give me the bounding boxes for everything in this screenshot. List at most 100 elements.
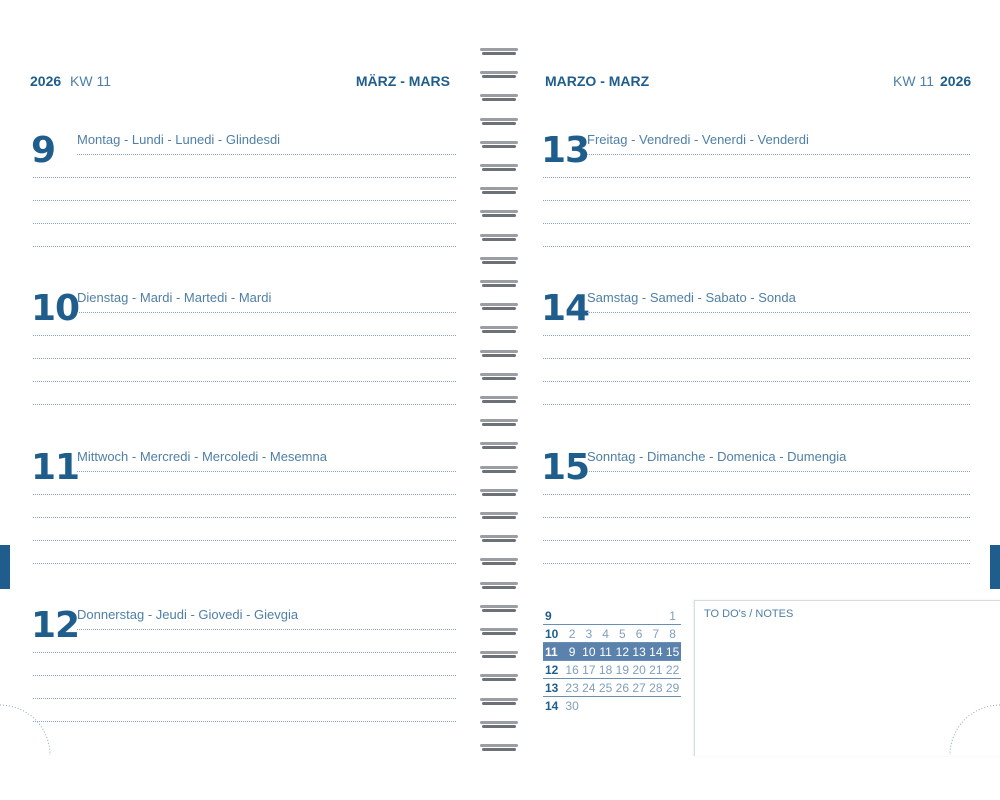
writing-line[interactable] <box>543 177 970 178</box>
week-number: 9 <box>545 608 552 623</box>
calendar-day[interactable]: 29 <box>665 680 680 695</box>
calendar-day[interactable]: 2 <box>568 626 576 641</box>
writing-line[interactable] <box>33 652 456 653</box>
calendar-day[interactable]: 12 <box>615 644 630 659</box>
spiral-coil <box>480 535 520 543</box>
writing-line[interactable] <box>587 312 970 313</box>
spiral-coil <box>480 372 520 381</box>
day-number: 9 <box>31 130 56 171</box>
calendar-day[interactable]: 4 <box>602 626 609 641</box>
writing-line[interactable] <box>77 629 456 630</box>
calendar-day[interactable]: 14 <box>649 644 663 659</box>
calendar-day[interactable]: 6 <box>635 626 643 641</box>
writing-line[interactable] <box>543 517 970 518</box>
notes-area[interactable]: TO DO's / NOTES <box>694 600 1000 756</box>
calendar-day[interactable]: 18 <box>598 662 613 677</box>
spiral-coil <box>480 604 520 613</box>
writing-line[interactable] <box>33 177 456 178</box>
calendar-day[interactable]: 22 <box>665 662 680 677</box>
day-name: Freitag - Vendredi - Venerdi - Venderdi <box>587 132 809 147</box>
calendar-day[interactable]: 15 <box>665 644 680 659</box>
left-week: KW 11 <box>70 73 111 89</box>
spiral-coil <box>480 94 520 102</box>
writing-line[interactable] <box>33 698 456 699</box>
writing-line[interactable] <box>33 675 456 676</box>
spiral-coil <box>480 233 520 242</box>
calendar-day[interactable]: 8 <box>669 626 676 641</box>
calendar-day[interactable]: 19 <box>615 662 630 677</box>
calendar-day[interactable]: 30 <box>565 698 579 713</box>
writing-line[interactable] <box>77 312 456 313</box>
week-number: 12 <box>545 662 559 677</box>
spiral-coil <box>480 419 520 427</box>
writing-line[interactable] <box>77 154 456 155</box>
writing-line[interactable] <box>543 563 970 564</box>
calendar-day[interactable]: 13 <box>632 644 646 659</box>
day-number: 11 <box>31 447 80 488</box>
spiral-coil <box>480 558 520 566</box>
spiral-coil <box>480 164 520 172</box>
mini-calendar-week-row: 12 16 17 18 19 20 21 22 <box>543 661 681 679</box>
writing-line[interactable] <box>33 358 456 359</box>
calendar-day[interactable]: 10 <box>582 644 596 659</box>
writing-line[interactable] <box>33 335 456 336</box>
calendar-day[interactable]: 21 <box>649 662 663 677</box>
writing-line[interactable] <box>33 246 456 247</box>
day-name: Montag - Lundi - Lunedi - Glindesdi <box>77 132 281 147</box>
spiral-coil <box>480 256 520 265</box>
writing-line[interactable] <box>33 494 456 495</box>
spiral-coil <box>480 396 520 404</box>
spiral-coil <box>480 326 520 334</box>
writing-line[interactable] <box>33 517 456 518</box>
day-number: 15 <box>541 447 590 488</box>
calendar-day[interactable]: 17 <box>582 662 596 677</box>
calendar-day[interactable]: 16 <box>565 662 579 677</box>
writing-line[interactable] <box>543 494 970 495</box>
mini-calendar-week-row: 14 30 <box>543 697 681 714</box>
day-number: 10 <box>31 288 80 329</box>
calendar-day[interactable]: 9 <box>568 644 576 659</box>
spiral-coil <box>480 187 520 195</box>
writing-line[interactable] <box>543 404 970 405</box>
mini-calendar-week-row: 13 23 24 25 26 27 28 29 <box>543 679 681 697</box>
writing-line[interactable] <box>33 721 456 722</box>
day-name: Dienstag - Mardi - Martedi - Mardi <box>77 290 272 305</box>
calendar-day[interactable]: 28 <box>649 680 663 695</box>
writing-line[interactable] <box>543 358 970 359</box>
writing-line[interactable] <box>33 540 456 541</box>
spiral-coil <box>480 442 520 450</box>
writing-line[interactable] <box>543 223 970 224</box>
calendar-day[interactable]: 11 <box>599 644 612 659</box>
spiral-coil <box>480 465 520 474</box>
spiral-coil <box>480 651 520 659</box>
writing-line[interactable] <box>543 246 970 247</box>
calendar-day[interactable]: 27 <box>632 680 646 695</box>
calendar-day[interactable]: 20 <box>632 662 646 677</box>
calendar-day[interactable]: 25 <box>598 680 613 695</box>
writing-line[interactable] <box>33 563 456 564</box>
spiral-coil <box>480 697 520 706</box>
writing-line[interactable] <box>33 223 456 224</box>
writing-line[interactable] <box>587 471 970 472</box>
day-name: Samstag - Samedi - Sabato - Sonda <box>587 290 796 305</box>
writing-line[interactable] <box>77 471 456 472</box>
writing-line[interactable] <box>543 335 970 336</box>
calendar-day[interactable]: 24 <box>582 680 596 695</box>
spiral-coil <box>480 581 520 590</box>
calendar-day[interactable]: 1 <box>669 608 676 623</box>
week-number: 13 <box>545 680 559 695</box>
writing-line[interactable] <box>543 200 970 201</box>
calendar-day[interactable]: 23 <box>565 680 579 695</box>
writing-line[interactable] <box>33 200 456 201</box>
mini-calendar-week-row: 10 2 3 4 5 6 7 8 <box>543 625 681 643</box>
calendar-day[interactable]: 3 <box>585 626 593 641</box>
writing-line[interactable] <box>33 404 456 405</box>
spiral-coil <box>480 744 520 752</box>
writing-line[interactable] <box>33 381 456 382</box>
writing-line[interactable] <box>587 154 970 155</box>
calendar-day[interactable]: 5 <box>619 626 626 641</box>
calendar-day[interactable]: 26 <box>615 680 630 695</box>
writing-line[interactable] <box>543 540 970 541</box>
writing-line[interactable] <box>543 381 970 382</box>
calendar-day[interactable]: 7 <box>652 626 660 641</box>
